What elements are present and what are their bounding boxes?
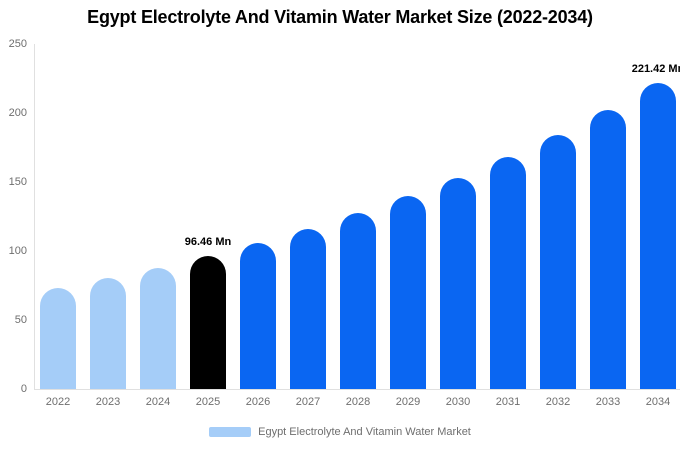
x-axis-tick-label: 2032 <box>545 396 571 408</box>
x-axis-tick-label: 2028 <box>345 396 371 408</box>
bar-2034[interactable] <box>640 83 676 389</box>
bar-2030[interactable] <box>440 177 476 389</box>
bar-2024[interactable] <box>140 267 176 389</box>
bar-2033[interactable] <box>590 110 626 389</box>
legend-label: Egypt Electrolyte And Vitamin Water Mark… <box>258 426 471 438</box>
x-axis-tick-label: 2031 <box>495 396 521 408</box>
bar-2023[interactable] <box>90 278 126 389</box>
bar-value-label-2034: 221.42 Mn <box>631 63 680 76</box>
bar-value-label-2025: 96.46 Mn <box>184 235 232 248</box>
bar-2027[interactable] <box>290 228 326 389</box>
y-axis-tick-label: 100 <box>8 244 27 257</box>
y-axis-tick-label: 0 <box>20 382 27 395</box>
x-axis-tick-label: 2026 <box>245 396 271 408</box>
bar-2029[interactable] <box>390 196 426 389</box>
x-axis-tick-label: 2022 <box>45 396 71 408</box>
legend-swatch <box>209 427 252 437</box>
bar-2025[interactable] <box>190 255 226 389</box>
x-axis-tick-label: 2027 <box>295 396 321 408</box>
bar-2031[interactable] <box>490 157 526 389</box>
bar-2032[interactable] <box>540 134 576 389</box>
x-axis-tick-label: 2024 <box>145 396 171 408</box>
y-axis-tick-label: 250 <box>8 37 27 50</box>
x-axis-line <box>34 389 680 390</box>
bar-2028[interactable] <box>340 213 376 389</box>
y-axis-tick-label: 200 <box>8 106 27 119</box>
x-axis-tick-label: 2029 <box>395 396 421 408</box>
chart-title: Egypt Electrolyte And Vitamin Water Mark… <box>87 7 593 27</box>
x-axis-tick-label: 2033 <box>595 396 621 408</box>
y-axis-tick-label: 50 <box>14 313 27 326</box>
x-axis-tick-label: 2023 <box>95 396 121 408</box>
bar-2022[interactable] <box>40 288 76 389</box>
x-axis-tick-label: 2034 <box>645 396 671 408</box>
x-axis-tick-label: 2030 <box>445 396 471 408</box>
legend[interactable]: Egypt Electrolyte And Vitamin Water Mark… <box>0 426 680 438</box>
y-axis-line <box>34 44 35 390</box>
y-axis-tick-label: 150 <box>8 175 27 188</box>
x-axis-tick-label: 2025 <box>195 396 221 408</box>
bar-2026[interactable] <box>240 242 276 389</box>
